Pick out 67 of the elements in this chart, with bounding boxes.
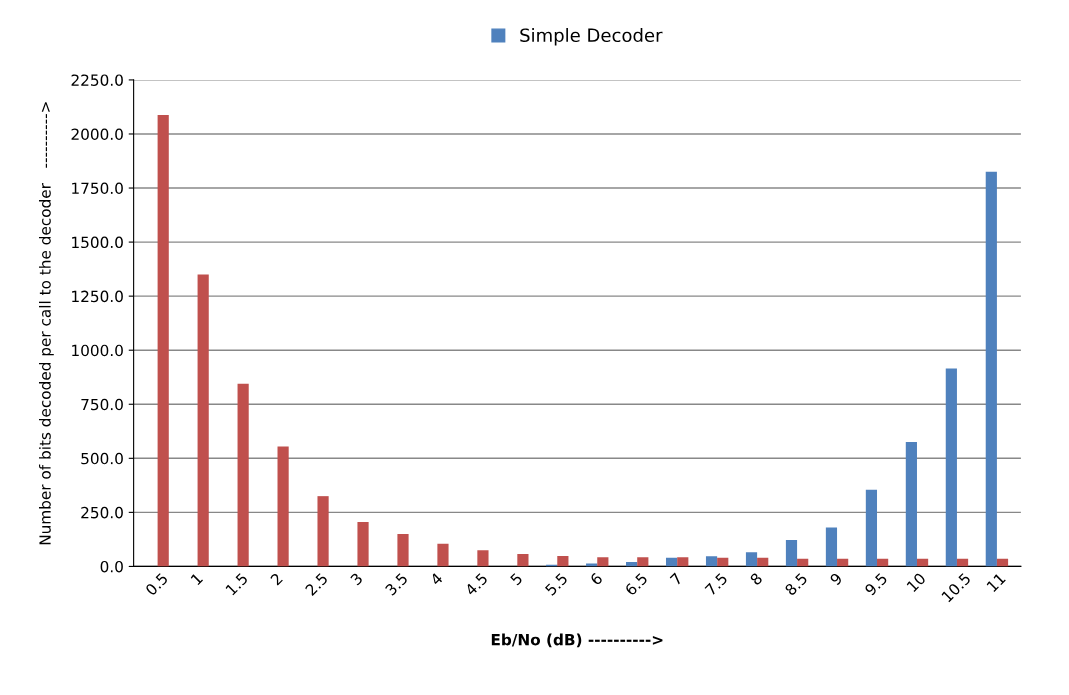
bar: [357, 522, 369, 567]
bar: [956, 558, 969, 567]
bar: [626, 562, 638, 567]
bar: [837, 558, 849, 567]
x-tick-label: 1: [190, 572, 203, 586]
x-tick-label: 3.5: [384, 572, 409, 596]
x-tick-label: 0.5: [144, 572, 169, 597]
y-tick-label: 1000.0: [72, 344, 123, 357]
bar: [197, 274, 209, 567]
bar: [785, 540, 798, 567]
bar: [277, 446, 289, 567]
bar: [477, 550, 489, 567]
x-tick-label: 2: [269, 572, 283, 586]
bar: [637, 557, 649, 567]
y-tick-label: 2250.0: [71, 74, 123, 86]
x-tick-label: 11: [986, 572, 1006, 593]
x-tick-label: 2.5: [304, 572, 329, 597]
bar: [745, 552, 758, 567]
x-tick-label: 5: [509, 572, 523, 586]
y-tick-label: 0.0: [100, 560, 123, 573]
x-tick-label: 3: [349, 572, 364, 586]
y-tick-label: 250.0: [81, 506, 123, 519]
bar: [237, 383, 249, 567]
bar: [677, 557, 689, 567]
x-tick-label: 1.5: [225, 572, 249, 596]
x-axis-title: Eb/No (dB) ---------->: [491, 633, 663, 648]
bar: [517, 554, 529, 567]
x-tick-label: 7: [669, 572, 683, 586]
bar: [717, 557, 729, 567]
legend-label: Simple Decoder: [520, 28, 663, 46]
bar: [905, 442, 917, 567]
y-tick-label: 1250.0: [72, 290, 123, 303]
x-tick-label: 8: [749, 572, 763, 586]
bar: [945, 368, 957, 567]
bar: [397, 533, 409, 567]
bar: [797, 558, 809, 567]
x-tick-label: 9.5: [864, 572, 888, 597]
bar: [877, 558, 889, 567]
y-axis-title: Number of bits decoded per call to the decoder ---------->: [38, 102, 54, 545]
y-tick-label: 750.0: [81, 398, 123, 411]
bar: [665, 557, 678, 567]
bar: [437, 543, 449, 567]
y-tick-label: 1500.0: [72, 236, 123, 249]
y-tick-label: 2000.0: [71, 128, 123, 140]
y-tick-label: 1750.0: [72, 182, 123, 195]
x-tick-label: 8.5: [784, 572, 808, 597]
y-tick-label: 500.0: [81, 452, 123, 465]
x-tick-label: 5.5: [544, 572, 569, 596]
bar: [985, 171, 997, 567]
x-tick-label: 6.5: [624, 572, 648, 597]
x-tick-label: 4: [429, 572, 444, 586]
bar: [996, 558, 1009, 567]
bar: [825, 527, 838, 567]
x-tick-label: 4.5: [464, 572, 489, 597]
bar: [586, 563, 598, 567]
bar: [705, 556, 718, 567]
bar: [865, 489, 878, 567]
bar: [757, 557, 769, 567]
bar: [916, 558, 929, 567]
bar: [157, 114, 169, 567]
x-tick-label: 10: [906, 572, 927, 593]
x-tick-label: 9: [829, 572, 843, 586]
x-tick-label: 7.5: [704, 572, 728, 596]
x-tick-label: 6: [589, 572, 604, 586]
bar: [317, 496, 329, 567]
bar: [597, 557, 609, 567]
bar: [557, 556, 569, 567]
